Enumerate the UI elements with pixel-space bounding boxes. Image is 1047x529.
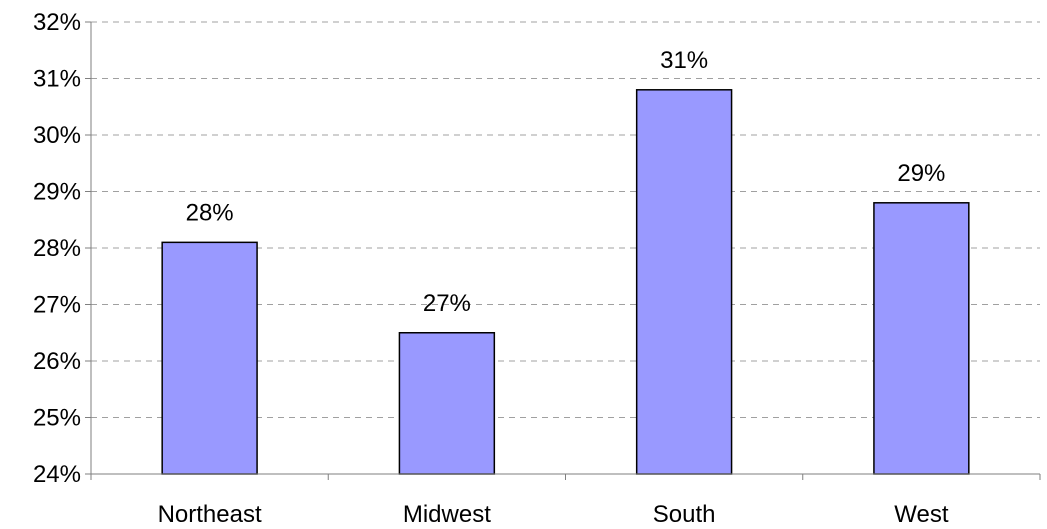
x-tick-label-south: South [653,501,716,528]
data-label-midwest: 27% [423,290,471,317]
data-label-northeast: 28% [186,199,234,226]
x-tick-label-midwest: Midwest [403,501,491,528]
data-label-south: 31% [660,47,708,74]
y-tick-label: 28% [33,235,81,262]
y-tick-label: 30% [33,122,81,149]
y-tick-label: 27% [33,292,81,319]
axes [85,21,1041,480]
bar-midwest [398,332,496,475]
y-tick-label: 32% [33,9,81,36]
y-tick-label: 31% [33,66,81,93]
bar-west [873,202,970,475]
x-tick-label-west: West [894,501,949,528]
x-tick-label-northeast: Northeast [158,501,262,528]
bar-northeast [161,241,258,475]
y-tick-label: 29% [33,179,81,206]
data-label-west: 29% [897,160,945,187]
labels: 24% 25% 26% 27% 28% 29% 30% 31% 32% 28% Northeast 2… [33,9,949,528]
y-tick-label: 24% [33,461,81,488]
y-tick-label: 25% [33,405,81,432]
y-tick-label: 26% [33,348,81,375]
bars [161,89,970,475]
bar-south [635,89,733,475]
